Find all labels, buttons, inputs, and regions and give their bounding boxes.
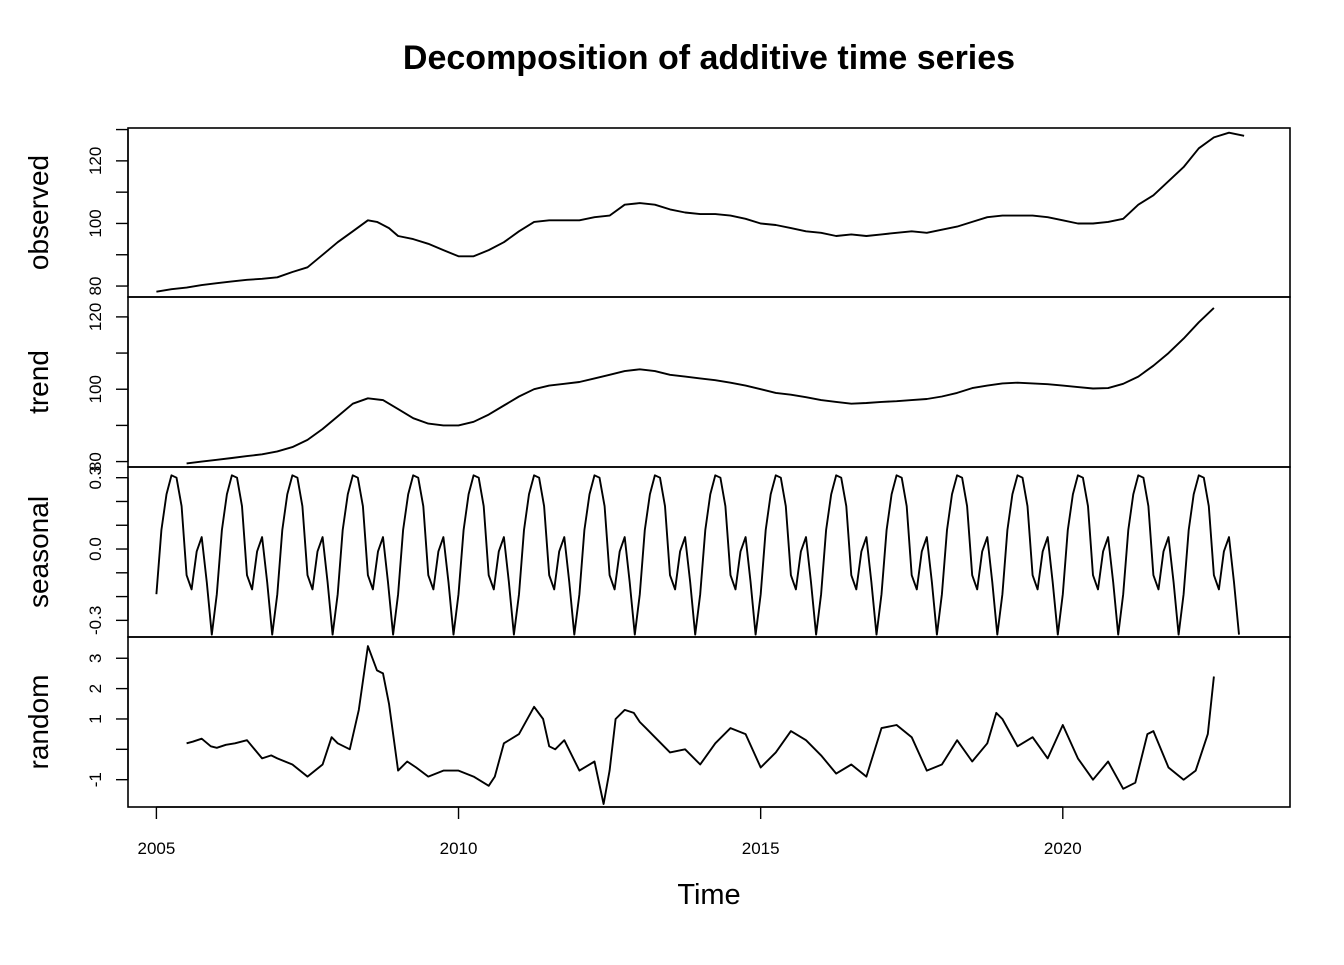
x-axis: 2005 2010 2015 2020 [137,806,1082,858]
trend-y-tick-label: 80 [86,452,105,471]
x-tick-label: 2005 [137,839,175,858]
observed-y-tick-label: 120 [86,147,105,175]
random-y-tick-label: -1 [86,772,105,787]
random-panel-label: random [23,675,54,770]
observed-y-tick-label: 100 [86,209,105,237]
seasonal-y-tick-label: 0.3 [86,466,105,490]
seasonal-series-line [155,474,1240,636]
random-y-tick-label: 1 [86,714,105,723]
random-panel-frame [127,636,1291,808]
seasonal-y-tick-label: -0.3 [86,606,105,635]
seasonal-panel-label: seasonal [23,496,54,608]
chart-title: Decomposition of additive time series [403,39,1015,77]
panel-trend: 80 100 120 trend [23,296,1291,471]
trend-y-tick-label: 100 [86,375,105,403]
x-tick-label: 2015 [742,839,780,858]
trend-series-line [186,307,1215,465]
x-tick-label: 2010 [440,839,478,858]
x-axis-label: Time [677,879,740,911]
panel-observed: 80 100 120 observed [23,127,1291,298]
trend-panel-label: trend [23,350,54,414]
random-y-tick-label: 2 [86,684,105,693]
observed-y-tick-label: 80 [86,277,105,296]
panel-random: -1 1 2 3 random [23,636,1291,808]
seasonal-y-tick-label: 0.0 [86,537,105,561]
observed-panel-label: observed [23,155,54,270]
random-series-line [186,645,1215,805]
observed-panel-frame [127,127,1291,298]
observed-series-line [156,131,1245,293]
panels: 80 100 120 observed 80 100 120 trend -0.3 0.0 0.3 s… [23,127,1291,808]
panel-seasonal: -0.3 0.0 0.3 seasonal [23,466,1291,638]
x-tick-label: 2020 [1044,839,1082,858]
random-y-tick-label: 3 [86,654,105,663]
trend-y-tick-label: 120 [86,303,105,331]
